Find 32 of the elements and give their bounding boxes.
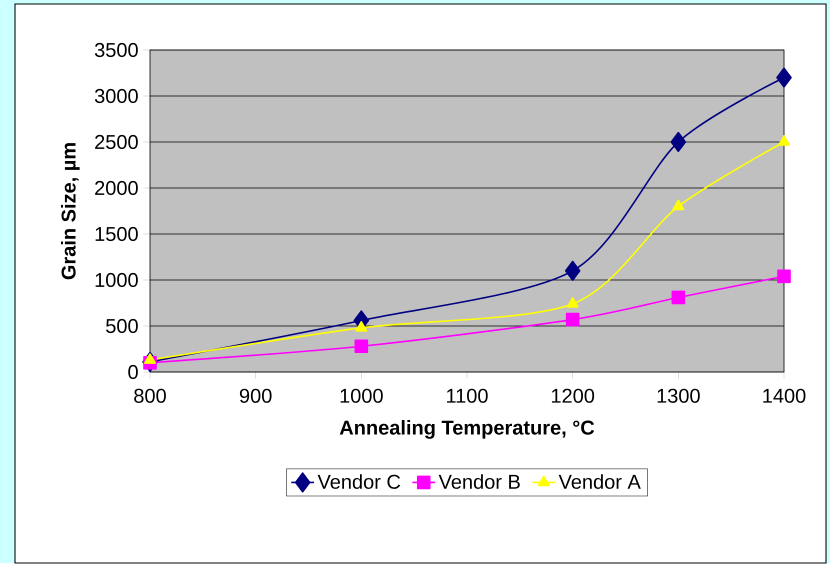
y-axis-title: Grain Size, µm [60, 143, 80, 280]
x-tick-label: 1300 [658, 388, 700, 404]
y-tick-label: 500 [106, 319, 138, 334]
point [566, 312, 580, 327]
point [564, 260, 580, 282]
x-tick-label: 800 [134, 388, 166, 404]
point [672, 290, 686, 305]
point [566, 297, 579, 308]
y-tick-label: 3500 [94, 43, 138, 58]
y-tick-label: 2500 [95, 135, 138, 150]
x-tick-label: 1100 [447, 388, 488, 404]
y-tick-label: 1000 [96, 273, 138, 288]
point [776, 68, 792, 88]
point [354, 340, 368, 354]
y-tick-label: 0 [128, 365, 138, 380]
legend-label: Vendor C [318, 474, 400, 490]
y-tick-label: 3000 [94, 89, 138, 104]
point [670, 132, 686, 152]
y-tick-label: 2000 [95, 181, 138, 196]
point [777, 270, 791, 284]
x-axis-title: Annealing Temperature, °C [340, 420, 594, 439]
point [672, 200, 684, 210]
legend-label: Vendor B [438, 474, 520, 490]
point [355, 321, 368, 332]
x-tick-label: 1200 [552, 388, 594, 404]
y-tick-label: 1500 [96, 227, 138, 242]
x-tick-label: 900 [240, 388, 272, 404]
point [144, 353, 156, 364]
x-tick-label: 1400 [763, 388, 806, 404]
point [778, 135, 790, 146]
x-tick-label: 1000 [340, 388, 383, 404]
legend-label: Vendor A [558, 474, 641, 490]
